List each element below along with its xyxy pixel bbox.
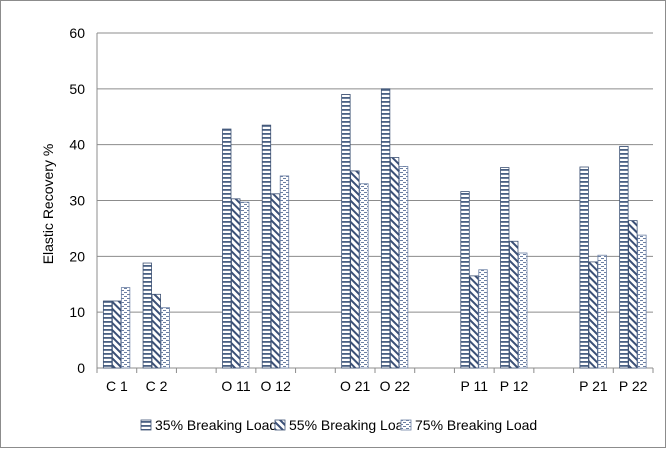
bar-35-breaking-load (261, 124, 272, 369)
x-tick-label: P 11 (461, 378, 489, 394)
y-tick-label: 20 (69, 248, 85, 264)
legend-swatch (400, 419, 412, 431)
bar-75-breaking-load (518, 252, 528, 369)
bar-55-breaking-load (588, 261, 598, 369)
legend-swatch (140, 419, 152, 431)
bar-35-breaking-load (341, 94, 351, 369)
y-tick-label: 60 (69, 25, 85, 41)
legend-label: 75% Breaking Load (415, 417, 537, 433)
legend-swatch (274, 419, 286, 431)
bar-75-breaking-load (120, 287, 131, 369)
bar-55-breaking-load (151, 293, 161, 369)
x-tick-label: O 11 (221, 378, 251, 394)
bar-35-breaking-load (500, 167, 510, 369)
x-tick-label: C 1 (106, 378, 128, 394)
bar-35-breaking-load (102, 300, 113, 369)
x-tick-label: P 22 (619, 378, 648, 394)
legend-label: 35% Breaking Load (155, 417, 277, 433)
bar-55-breaking-load (231, 198, 241, 369)
x-tick-label: O 22 (380, 378, 411, 394)
bar-55-breaking-load (270, 193, 281, 369)
y-tick-label: 50 (69, 81, 85, 97)
bar-55-breaking-load (111, 300, 122, 369)
tick-labels: 0 10 20 30 40 50 60 C 1 C 2 O 11 O 12 O 21 O 22 P 11 P… (69, 25, 647, 394)
legend-label: 55% Breaking Load (289, 417, 411, 433)
x-tick-label: P 12 (500, 378, 529, 394)
y-tick-label: 40 (69, 137, 85, 153)
bar-75-breaking-load (637, 234, 647, 369)
bar-75-breaking-load (398, 166, 409, 369)
x-tick-label: O 12 (261, 378, 292, 394)
bar-75-breaking-load (597, 254, 607, 369)
bar-75-breaking-load (359, 183, 369, 369)
x-tick-label: O 21 (340, 378, 371, 394)
bar-35-breaking-load (619, 145, 629, 369)
bar-55-breaking-load (628, 220, 638, 369)
bar-75-breaking-load (279, 175, 290, 369)
y-axis-label: Elastic Recovery % (40, 144, 56, 265)
bars (102, 88, 647, 369)
bar-35-breaking-load (460, 191, 470, 369)
y-tick-label: 30 (69, 193, 85, 209)
bar-75-breaking-load (240, 201, 250, 369)
grid-lines (97, 32, 653, 313)
x-tick-label: P 21 (579, 378, 608, 394)
bar-35-breaking-load (579, 166, 589, 369)
bar-55-breaking-load (389, 157, 400, 369)
bar-75-breaking-load (160, 307, 170, 369)
bar-35-breaking-load (380, 88, 391, 369)
bar-35-breaking-load (222, 128, 232, 369)
axes (96, 33, 654, 373)
x-tick-label: C 2 (146, 378, 168, 394)
bar-75-breaking-load (478, 269, 488, 369)
bar-55-breaking-load (469, 275, 479, 369)
y-tick-label: 0 (77, 360, 85, 376)
bar-55-breaking-load (509, 240, 519, 369)
bar-55-breaking-load (350, 170, 360, 369)
y-tick-label: 10 (69, 304, 85, 320)
bar-35-breaking-load (142, 262, 152, 369)
legend: 35% Breaking Load 55% Breaking Load 75% Br… (140, 417, 537, 433)
